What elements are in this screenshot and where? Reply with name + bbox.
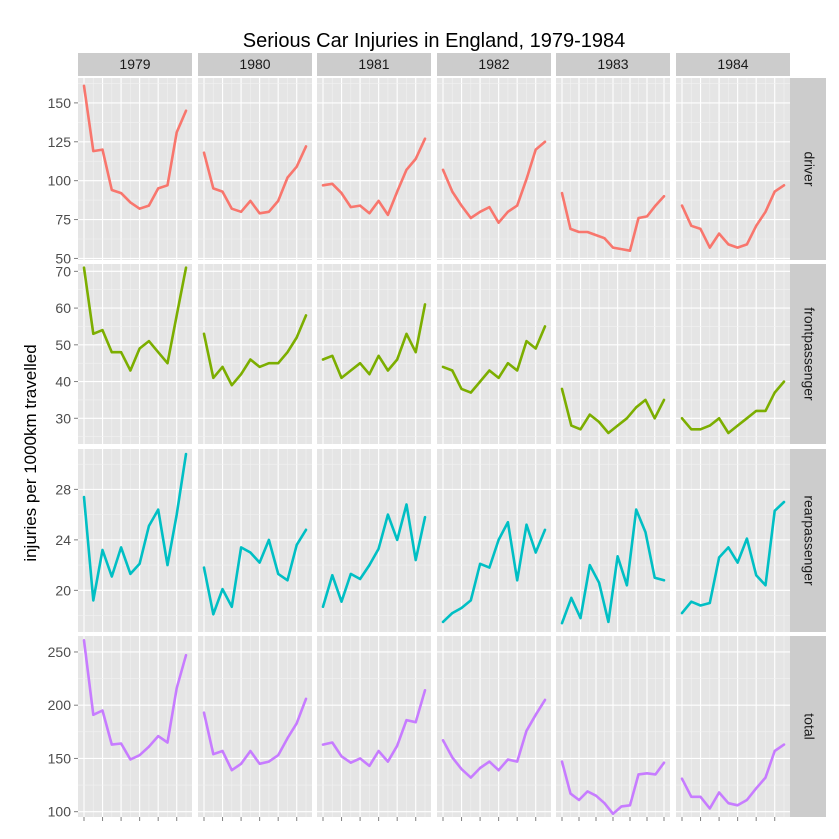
- panel-bg-rearpassenger-1983: [556, 449, 670, 632]
- strip-label-frontpassenger: frontpassenger: [801, 307, 817, 401]
- panel-bg-driver-1979: [78, 78, 192, 260]
- strip-label-rearpassenger: rearpassenger: [801, 495, 817, 586]
- strip-label-1981: 1981: [358, 56, 389, 72]
- panel-bg-frontpassenger-1982: [437, 264, 551, 444]
- series-line-total-1984: [680, 743, 786, 810]
- series-line-driver-1984: [680, 184, 786, 249]
- series-line-rearpassenger-1983: [560, 508, 666, 625]
- panel-bg-rearpassenger-1982: [437, 449, 551, 632]
- panel-bg-total-1982: [437, 636, 551, 817]
- series-line-frontpassenger-1979: [82, 266, 188, 372]
- y-tick-label: 75: [55, 212, 71, 228]
- strip-label-driver: driver: [801, 151, 817, 186]
- series-line-driver-1979: [82, 84, 188, 210]
- y-tick-label: 50: [55, 250, 71, 266]
- panel-bg-total-1979: [78, 636, 192, 817]
- panel-bg-frontpassenger-1984: [676, 264, 790, 444]
- y-tick-label: 40: [55, 374, 71, 390]
- series-line-frontpassenger-1982: [441, 325, 547, 394]
- strip-total: [790, 636, 826, 817]
- y-tick-label: 30: [55, 410, 71, 426]
- series-line-total-1979: [82, 638, 188, 761]
- strip-label-1980: 1980: [239, 56, 270, 72]
- panel-bg-rearpassenger-1981: [317, 449, 431, 632]
- strip-rearpassenger: [790, 449, 826, 632]
- panel-bg-rearpassenger-1979: [78, 449, 192, 632]
- y-tick-label: 100: [48, 173, 72, 189]
- series-line-rearpassenger-1981: [321, 503, 427, 609]
- series-line-frontpassenger-1983: [560, 387, 666, 435]
- strip-frontpassenger: [790, 264, 826, 444]
- strip-1984: [676, 53, 790, 76]
- y-tick-label: 24: [55, 532, 71, 548]
- series-line-total-1980: [202, 697, 308, 772]
- series-line-total-1981: [321, 688, 427, 768]
- series-line-frontpassenger-1981: [321, 303, 427, 380]
- strip-label-1982: 1982: [478, 56, 509, 72]
- chart-title: Serious Car Injuries in England, 1979-19…: [243, 30, 625, 52]
- panel-bg-driver-1981: [317, 78, 431, 260]
- strip-1981: [317, 53, 431, 76]
- panel-bg-rearpassenger-1984: [676, 449, 790, 632]
- y-tick-label: 250: [48, 644, 72, 660]
- panel-bg-frontpassenger-1983: [556, 264, 670, 444]
- facet-grid: 1979 1980 1981 1982 1983 1984 driver 50 75 100 125…: [48, 53, 826, 821]
- series-line-rearpassenger-1980: [202, 528, 308, 616]
- series-line-driver-1982: [441, 140, 547, 224]
- panel-bg-frontpassenger-1980: [198, 264, 312, 444]
- strip-driver: [790, 78, 826, 260]
- series-line-total-1983: [560, 760, 666, 816]
- series-line-rearpassenger-1982: [441, 520, 547, 624]
- series-line-driver-1983: [560, 191, 666, 252]
- y-tick-label: 60: [55, 300, 71, 316]
- panel-bg-total-1980: [198, 636, 312, 817]
- series-line-frontpassenger-1980: [202, 314, 308, 387]
- strip-1983: [556, 53, 670, 76]
- panel-bg-driver-1982: [437, 78, 551, 260]
- y-tick-label: 20: [55, 582, 71, 598]
- strip-label-1983: 1983: [597, 56, 628, 72]
- strip-label-1979: 1979: [119, 56, 150, 72]
- y-tick-label: 100: [48, 804, 72, 820]
- panel-bg-frontpassenger-1979: [78, 264, 192, 444]
- y-tick-label: 70: [55, 263, 71, 279]
- strip-1979: [78, 53, 192, 76]
- series-line-driver-1980: [202, 145, 308, 215]
- y-tick-label: 50: [55, 337, 71, 353]
- y-tick-label: 150: [48, 95, 72, 111]
- panel-bg-rearpassenger-1980: [198, 449, 312, 632]
- y-tick-label: 150: [48, 750, 72, 766]
- panel-bg-driver-1980: [198, 78, 312, 260]
- series-line-rearpassenger-1979: [82, 452, 188, 602]
- series-line-rearpassenger-1984: [680, 500, 786, 615]
- y-tick-label: 200: [48, 697, 72, 713]
- panel-bg-driver-1984: [676, 78, 790, 260]
- strip-1982: [437, 53, 551, 76]
- panel-bg-total-1981: [317, 636, 431, 817]
- strip-label-total: total: [801, 713, 817, 739]
- series-line-frontpassenger-1984: [680, 380, 786, 435]
- y-axis-label: injuries per 1000km travelled: [21, 344, 40, 561]
- series-line-driver-1981: [321, 137, 427, 217]
- panel-bg-total-1984: [676, 636, 790, 817]
- series-line-total-1982: [441, 698, 547, 779]
- y-tick-label: 28: [55, 481, 71, 497]
- strip-1980: [198, 53, 312, 76]
- y-tick-label: 125: [48, 134, 72, 150]
- strip-label-1984: 1984: [717, 56, 748, 72]
- panel-bg-frontpassenger-1981: [317, 264, 431, 444]
